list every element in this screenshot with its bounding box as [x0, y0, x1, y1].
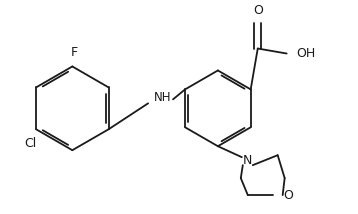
Text: NH: NH [154, 91, 172, 104]
Text: Cl: Cl [24, 137, 36, 150]
Text: OH: OH [297, 47, 316, 60]
Text: N: N [243, 154, 252, 167]
Text: F: F [71, 46, 78, 59]
Text: O: O [253, 4, 263, 17]
Text: O: O [284, 189, 294, 202]
